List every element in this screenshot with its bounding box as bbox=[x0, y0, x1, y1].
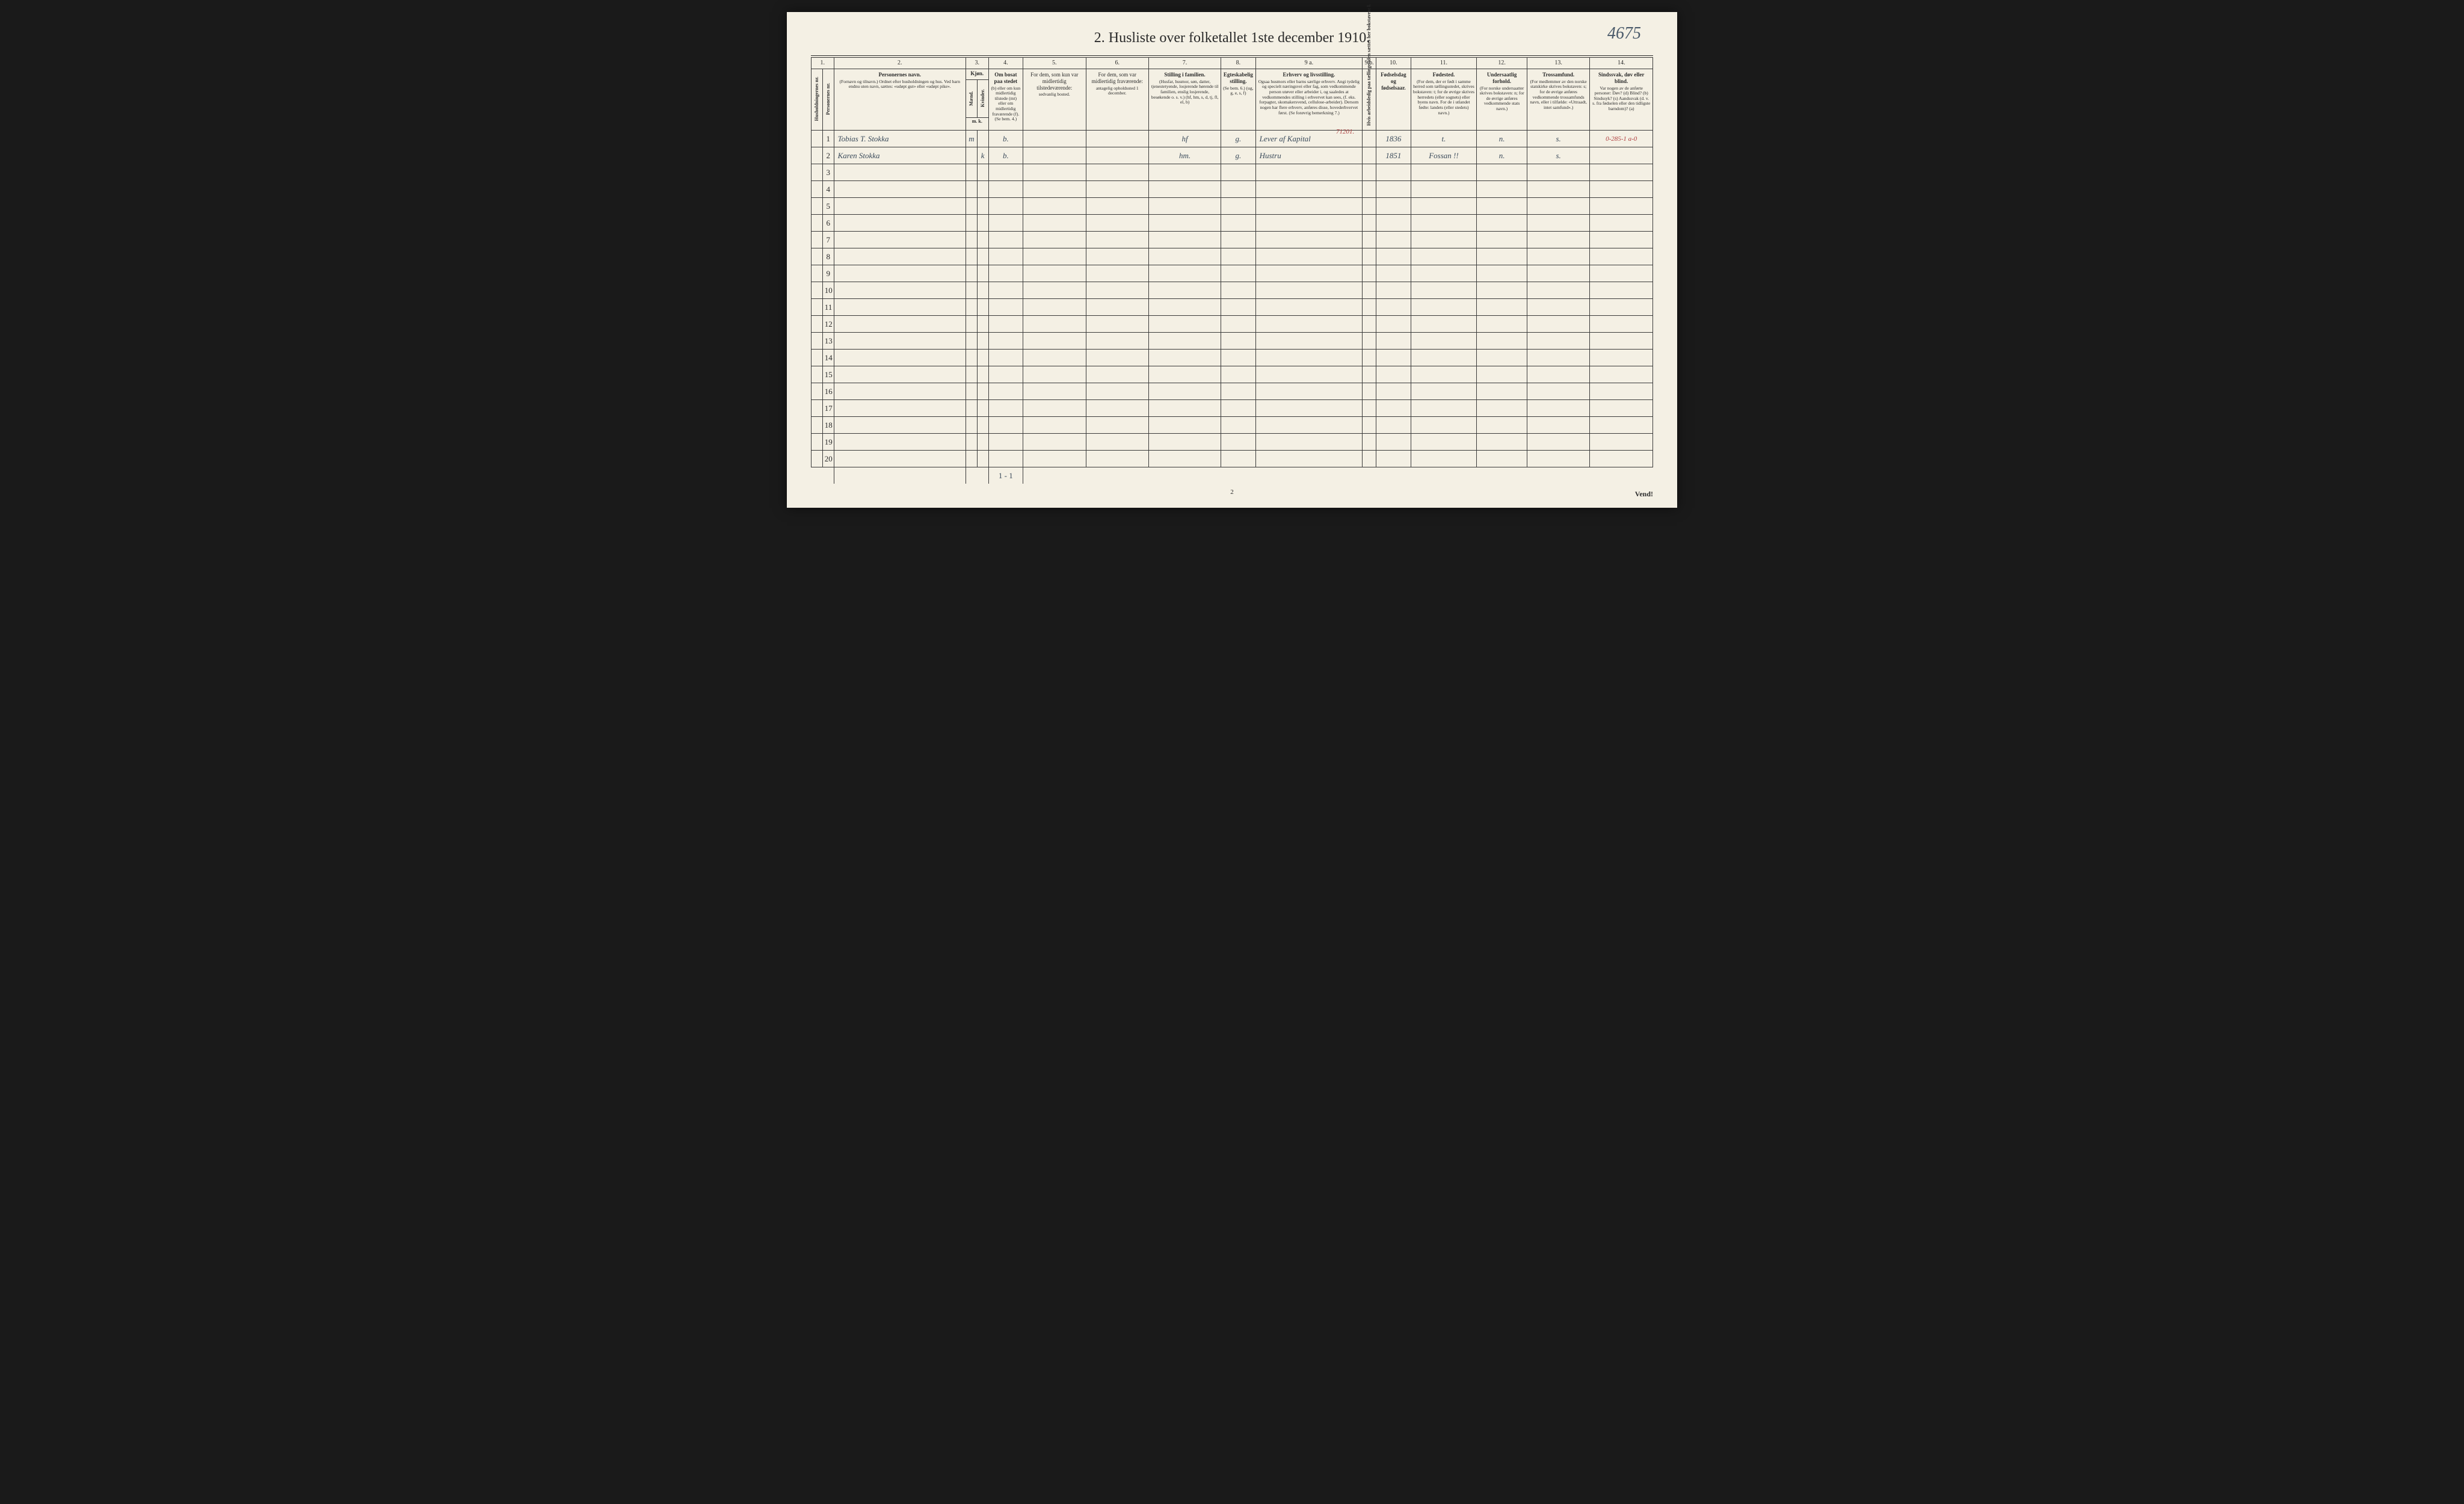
colnum-14: 14. bbox=[1590, 58, 1653, 69]
table-row: 8 bbox=[812, 248, 1653, 265]
hdr-14: Sindssvak, døv eller blind. Var nogen av… bbox=[1590, 69, 1653, 131]
colnum-3: 3. bbox=[966, 58, 989, 69]
table-row: 17 bbox=[812, 399, 1653, 416]
colnum-6: 6. bbox=[1086, 58, 1148, 69]
table-row: 14 bbox=[812, 349, 1653, 366]
colnum-1: 1. bbox=[812, 58, 834, 69]
colnum-11: 11. bbox=[1411, 58, 1477, 69]
table-row: 2Karen Stokkakb.hm.g.Hustru1851Fossan !!… bbox=[812, 147, 1653, 164]
table-row: 20 bbox=[812, 450, 1653, 467]
colnum-12: 12. bbox=[1477, 58, 1527, 69]
hdr-7: Stilling i familien. (Husfar, husmor, sø… bbox=[1148, 69, 1221, 131]
table-row: 11 bbox=[812, 298, 1653, 315]
hdr-13: Trossamfund. (For medlemmer av den norsk… bbox=[1527, 69, 1589, 131]
colnum-5: 5. bbox=[1023, 58, 1086, 69]
tally-row: 1 - 1 bbox=[812, 467, 1653, 484]
table-row: 15 bbox=[812, 366, 1653, 383]
table-row: 1Tobias T. Stokkamb.hfg.71201.Lever af K… bbox=[812, 130, 1653, 147]
table-row: 7 bbox=[812, 231, 1653, 248]
table-row: 5 bbox=[812, 197, 1653, 214]
table-row: 13 bbox=[812, 332, 1653, 349]
title-rule bbox=[811, 55, 1653, 56]
table-row: 6 bbox=[812, 214, 1653, 231]
hdr-5: For dem, som kun var midlertidig tilsted… bbox=[1023, 69, 1086, 131]
table-row: 3 bbox=[812, 164, 1653, 180]
table-row: 12 bbox=[812, 315, 1653, 332]
page-title: 2. Husliste over folketallet 1ste decemb… bbox=[811, 30, 1653, 46]
hdr-1b: Personernes nr. bbox=[822, 69, 834, 131]
hdr-10: Fødselsdag og fødselsaar. bbox=[1376, 69, 1411, 131]
hdr-6: For dem, som var midlertidig fraværende:… bbox=[1086, 69, 1148, 131]
colnum-9a: 9 a. bbox=[1255, 58, 1363, 69]
colnum-10: 10. bbox=[1376, 58, 1411, 69]
hdr-8: Egteskabelig stilling. (Se bem. 6.) (ug,… bbox=[1221, 69, 1255, 131]
table-row: 4 bbox=[812, 180, 1653, 197]
census-table: 1. 2. 3. 4. 5. 6. 7. 8. 9 a. 9 b. 10. 11… bbox=[811, 57, 1653, 484]
tally-value: 1 - 1 bbox=[988, 467, 1023, 484]
vend-label: Vend! bbox=[1635, 490, 1653, 499]
hdr-11: Fødested. (For dem, der er født i samme … bbox=[1411, 69, 1477, 131]
hdr-3: Kjøn. Mænd. Kvinder. m. k. bbox=[966, 69, 989, 131]
table-row: 18 bbox=[812, 416, 1653, 433]
page-number: 2 bbox=[811, 488, 1653, 496]
table-row: 9 bbox=[812, 265, 1653, 282]
header-row: Husholdningernes nr. Personernes nr. Per… bbox=[812, 69, 1653, 131]
hdr-9a: Erhverv og livsstilling. Ogsaa husmors e… bbox=[1255, 69, 1363, 131]
hdr-2: Personernes navn. (Fornavn og tilnavn.) … bbox=[834, 69, 966, 131]
column-number-row: 1. 2. 3. 4. 5. 6. 7. 8. 9 a. 9 b. 10. 11… bbox=[812, 58, 1653, 69]
table-row: 16 bbox=[812, 383, 1653, 399]
colnum-7: 7. bbox=[1148, 58, 1221, 69]
colnum-2: 2. bbox=[834, 58, 966, 69]
table-row: 10 bbox=[812, 282, 1653, 298]
hdr-12: Undersaatlig forhold. (For norske unders… bbox=[1477, 69, 1527, 131]
census-page: 4675 2. Husliste over folketallet 1ste d… bbox=[787, 12, 1677, 508]
hdr-9b: Hvis arbeidsledig paa tællingetiden sætt… bbox=[1363, 69, 1376, 131]
table-row: 19 bbox=[812, 433, 1653, 450]
colnum-8: 8. bbox=[1221, 58, 1255, 69]
hdr-4: Om bosat paa stedet (b) eller om kun mid… bbox=[988, 69, 1023, 131]
colnum-4: 4. bbox=[988, 58, 1023, 69]
hdr-1a: Husholdningernes nr. bbox=[812, 69, 823, 131]
top-right-annotation: 4675 bbox=[1607, 24, 1641, 43]
colnum-13: 13. bbox=[1527, 58, 1589, 69]
